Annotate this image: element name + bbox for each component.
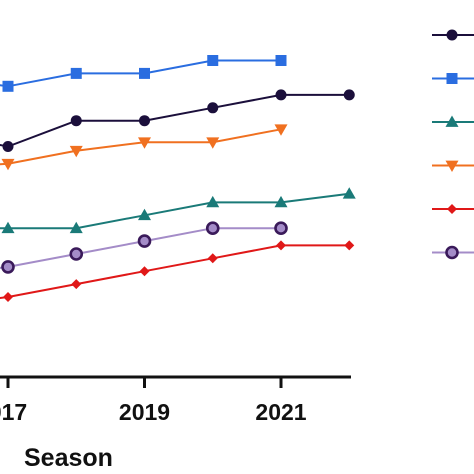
x-tick-label: 2019: [119, 399, 170, 425]
series-2-point: [70, 67, 82, 79]
series-3-point: [1, 221, 15, 234]
series-5-point: [276, 240, 286, 251]
series-5-point: [207, 253, 218, 264]
legend-marker: [445, 245, 459, 260]
series-3-line: [0, 192, 350, 230]
series-1-point: [343, 89, 355, 101]
series-3-point: [69, 221, 83, 234]
legend: [432, 29, 474, 260]
series-5-point: [139, 266, 150, 277]
series-2-line: [0, 59, 281, 88]
legend-marker: [445, 115, 459, 127]
series-6-point: [137, 234, 152, 248]
x-tick-label: 2021: [255, 399, 306, 425]
x-tick-label: 017: [0, 399, 27, 425]
series-1-point: [275, 89, 287, 101]
legend-entry-5: [432, 204, 474, 214]
series-3-point: [342, 187, 356, 199]
series-4-point: [1, 158, 15, 171]
legend-entry-2: [432, 73, 474, 84]
series-6-point: [69, 247, 84, 261]
series-5-point: [71, 279, 82, 290]
series-2: [0, 55, 287, 92]
plot-series-group: [0, 55, 356, 302]
series-1-point: [70, 115, 82, 127]
series-1-point: [139, 115, 150, 127]
series-5-point: [3, 292, 13, 302]
series-4-point: [69, 145, 83, 158]
series-2-point: [2, 80, 14, 92]
legend-entry-1: [432, 29, 474, 41]
series-1-line: [0, 93, 350, 148]
legend-marker: [447, 204, 457, 214]
series-3-point: [206, 195, 220, 208]
legend-entry-6: [432, 245, 474, 260]
legend-entry-3: [432, 115, 474, 127]
series-4: [0, 124, 288, 171]
series-2-point: [139, 67, 150, 79]
series-1-point: [207, 102, 219, 114]
series-5: [0, 240, 355, 302]
legend-marker: [446, 73, 458, 84]
legend-entry-4: [432, 160, 474, 172]
series-3-point: [274, 195, 288, 208]
series-4-point: [138, 137, 151, 149]
series-6-line: [0, 227, 281, 269]
series-6-point: [1, 260, 15, 274]
series-1-point: [2, 141, 14, 152]
series-2-point: [275, 55, 287, 66]
x-ticks-group: 017 2019 2021: [0, 377, 307, 425]
series-4-point: [274, 124, 288, 136]
series-6: [0, 221, 288, 274]
legend-marker: [446, 29, 458, 41]
series-3: [0, 187, 356, 234]
series-6-point: [274, 221, 288, 235]
series-5-line: [0, 244, 350, 300]
series-2-point: [207, 55, 219, 66]
series-3-point: [138, 208, 151, 221]
series-6-point: [205, 221, 220, 235]
series-5-point: [344, 240, 355, 251]
series-4-point: [206, 137, 220, 149]
legend-marker: [445, 160, 459, 172]
series-4-line: [0, 128, 282, 166]
x-axis-title: Season: [24, 444, 113, 472]
series-1: [0, 89, 355, 152]
